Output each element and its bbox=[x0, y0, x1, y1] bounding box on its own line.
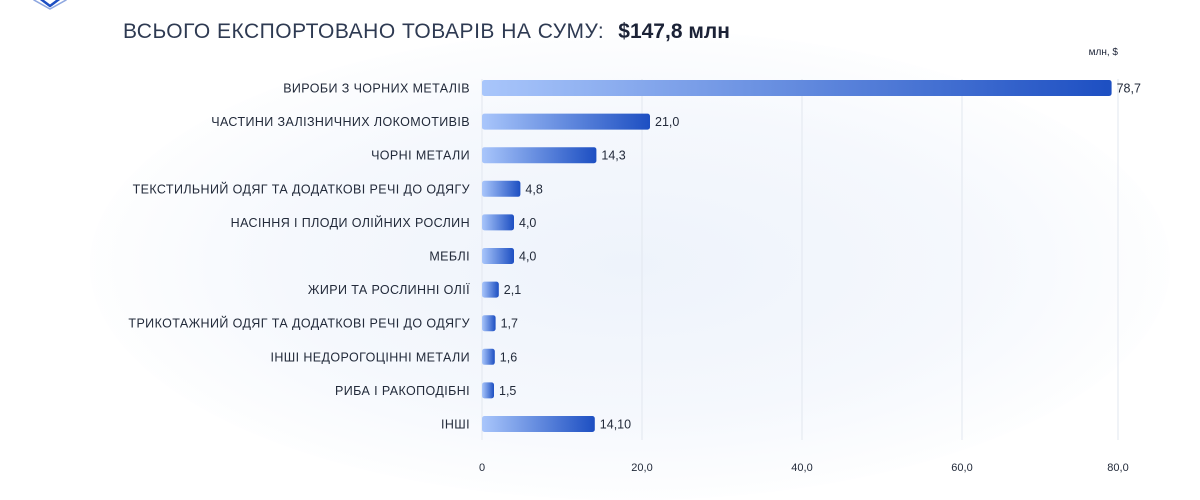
value-label: 4,0 bbox=[519, 216, 536, 230]
bar bbox=[482, 214, 514, 231]
category-label: ЧОРНІ МЕТАЛИ bbox=[371, 149, 470, 163]
category-label: ВИРОБИ З ЧОРНИХ МЕТАЛІВ bbox=[283, 82, 470, 96]
category-label: ЖИРИ ТА РОСЛИННІ ОЛІЇ bbox=[308, 283, 470, 297]
bar bbox=[482, 180, 521, 197]
bar bbox=[482, 113, 650, 130]
x-tick-label: 20,0 bbox=[631, 462, 652, 474]
value-label: 2,1 bbox=[504, 283, 521, 297]
bar bbox=[482, 281, 499, 298]
value-label: 14,10 bbox=[600, 418, 631, 432]
x-tick-label: 60,0 bbox=[951, 462, 972, 474]
bar-row: РИБА І РАКОПОДІБНІ 1,5 bbox=[335, 382, 516, 399]
bar-chart: ВИРОБИ З ЧОРНИХ МЕТАЛІВ 78,7 ЧАСТИНИ ЗАЛІЗ… bbox=[128, 79, 1141, 474]
bar bbox=[482, 248, 514, 264]
total-value: $147,8 млн bbox=[618, 20, 730, 43]
bar-row: ЖИРИ ТА РОСЛИННІ ОЛІЇ 2,1 bbox=[308, 281, 521, 298]
x-tick-label: 0 bbox=[479, 462, 485, 474]
bar-row: НАСІННЯ І ПЛОДИ ОЛІЙНИХ РОСЛИН 4,0 bbox=[231, 214, 536, 231]
category-label: ІНШІ bbox=[441, 418, 470, 432]
bar-row: ІНШІ 14,10 bbox=[441, 416, 631, 432]
category-label: ТЕКСТИЛЬНИЙ ОДЯГ ТА ДОДАТКОВІ РЕЧІ ДО ОД… bbox=[133, 181, 470, 196]
bar bbox=[482, 147, 597, 164]
logo-icon bbox=[30, 0, 70, 15]
value-label: 4,8 bbox=[525, 182, 542, 196]
bar-row: ТРИКОТАЖНИЙ ОДЯГ ТА ДОДАТКОВІ РЕЧІ ДО ОД… bbox=[128, 315, 518, 332]
bar bbox=[482, 382, 494, 399]
category-label: ТРИКОТАЖНИЙ ОДЯГ ТА ДОДАТКОВІ РЕЧІ ДО ОД… bbox=[128, 316, 470, 331]
category-label: ЧАСТИНИ ЗАЛІЗНИЧНИХ ЛОКОМОТИВІВ bbox=[211, 115, 470, 129]
bar-row: ЧАСТИНИ ЗАЛІЗНИЧНИХ ЛОКОМОТИВІВ 21,0 bbox=[211, 113, 679, 130]
category-label: РИБА І РАКОПОДІБНІ bbox=[335, 384, 470, 398]
bar-row: ТЕКСТИЛЬНИЙ ОДЯГ ТА ДОДАТКОВІ РЕЧІ ДО ОД… bbox=[133, 180, 543, 197]
bar bbox=[482, 80, 1112, 96]
grid-lines bbox=[481, 79, 1119, 440]
total-label: ВСЬОГО ЕКСПОРТОВАНО ТОВАРІВ НА СУМУ: bbox=[123, 20, 605, 43]
bars: ВИРОБИ З ЧОРНИХ МЕТАЛІВ 78,7 ЧАСТИНИ ЗАЛІЗ… bbox=[128, 80, 1141, 432]
x-tick-label: 40,0 bbox=[791, 462, 812, 474]
value-label: 1,6 bbox=[500, 350, 517, 364]
bar bbox=[482, 416, 595, 432]
category-label: НАСІННЯ І ПЛОДИ ОЛІЙНИХ РОСЛИН bbox=[231, 215, 470, 230]
value-label: 1,5 bbox=[499, 384, 516, 398]
value-label: 4,0 bbox=[519, 250, 536, 264]
bar-row: ЧОРНІ МЕТАЛИ 14,3 bbox=[371, 147, 626, 164]
value-label: 21,0 bbox=[655, 115, 679, 129]
x-axis-ticks: 0 20,0 40,0 60,0 80,0 bbox=[479, 462, 1129, 474]
bar bbox=[482, 315, 496, 332]
x-tick-label: 80,0 bbox=[1107, 462, 1128, 474]
value-label: 14,3 bbox=[601, 149, 625, 163]
bar bbox=[482, 348, 495, 365]
bar-row: ІНШІ НЕДОРОГОЦІННІ МЕТАЛИ 1,6 bbox=[270, 348, 517, 365]
category-label: ІНШІ НЕДОРОГОЦІННІ МЕТАЛИ bbox=[270, 350, 470, 364]
category-label: МЕБЛІ bbox=[429, 250, 470, 264]
value-label: 78,7 bbox=[1117, 82, 1141, 96]
bar-row: ВИРОБИ З ЧОРНИХ МЕТАЛІВ 78,7 bbox=[283, 80, 1141, 96]
unit-label: млн, $ bbox=[1088, 47, 1118, 58]
value-label: 1,7 bbox=[501, 317, 518, 331]
background-glow bbox=[90, 30, 1170, 500]
bar-row: МЕБЛІ 4,0 bbox=[429, 248, 536, 264]
chart-header: ВСЬОГО ЕКСПОРТОВАНО ТОВАРІВ НА СУМУ: $14… bbox=[123, 20, 730, 44]
